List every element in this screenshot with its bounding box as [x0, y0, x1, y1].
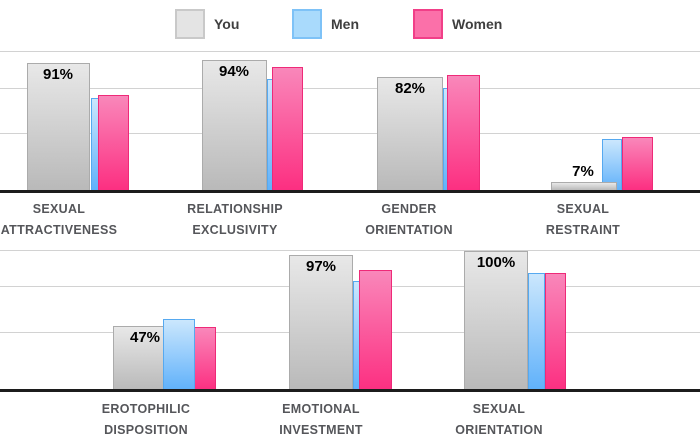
category-label-line: SEXUAL: [32, 202, 86, 216]
gridline-row1-0: [0, 250, 700, 251]
category-label-line: ORIENTATION: [365, 223, 453, 237]
category-label-emotional-investment: EMOTIONAL INVESTMENT: [226, 399, 416, 441]
gridline-row0-1: [0, 88, 700, 89]
bar-men-erotophilic-disposition: [163, 319, 195, 391]
axis-baseline-row0: [0, 190, 700, 193]
bar-you-sexual-orientation: [464, 251, 528, 391]
category-label-line: GENDER: [381, 202, 437, 216]
value-label-sexual-orientation: 100%: [476, 254, 516, 271]
gridline-row0-2: [0, 133, 700, 134]
legend-item-you: You: [175, 9, 239, 39]
category-label-gender-orientation: GENDER ORIENTATION: [314, 199, 504, 241]
category-label-erotophilic-disposition: EROTOPHILIC DISPOSITION: [51, 399, 241, 441]
category-label-line: DISPOSITION: [104, 423, 188, 437]
bar-women-sexual-attractiveness: [98, 95, 129, 191]
category-label-line: ATTRACTIVENESS: [0, 223, 118, 237]
category-label-line: EMOTIONAL: [282, 402, 360, 416]
bar-women-sexual-orientation: [545, 273, 566, 391]
legend-label-you: You: [214, 16, 240, 32]
category-label-line: INVESTMENT: [279, 423, 363, 437]
value-label-gender-orientation: 82%: [394, 80, 426, 97]
legend-label-women: Women: [452, 16, 503, 32]
axis-baseline-row1: [0, 389, 700, 392]
category-label-line: EROTOPHILIC: [101, 402, 191, 416]
legend-swatch-men: [292, 9, 322, 39]
legend-swatch-you: [175, 9, 205, 39]
category-label-line: RESTRAINT: [545, 223, 621, 237]
bar-you-relationship-exclusivity: [202, 60, 267, 191]
value-label-erotophilic-disposition: 47%: [129, 329, 161, 346]
gridline-row0-0: [0, 51, 700, 52]
legend-swatch-women: [413, 9, 443, 39]
category-label-line: SEXUAL: [472, 402, 526, 416]
value-label-sexual-restraint: 7%: [572, 163, 594, 180]
category-label-relationship-exclusivity: RELATIONSHIP EXCLUSIVITY: [140, 199, 330, 241]
category-label-sexual-orientation: SEXUAL ORIENTATION: [404, 399, 594, 441]
legend-item-women: Women: [413, 9, 502, 39]
bar-men-sexual-orientation: [528, 273, 545, 391]
legend-item-men: Men: [292, 9, 359, 39]
value-label-relationship-exclusivity: 94%: [218, 63, 250, 80]
category-label-line: ORIENTATION: [455, 423, 543, 437]
bar-women-gender-orientation: [447, 75, 480, 191]
category-label-sexual-restraint: SEXUAL RESTRAINT: [488, 199, 678, 241]
bar-women-emotional-investment: [359, 270, 392, 391]
category-label-line: EXCLUSIVITY: [192, 223, 278, 237]
category-label-line: SEXUAL: [556, 202, 610, 216]
category-label-line: RELATIONSHIP: [187, 202, 283, 216]
bar-women-relationship-exclusivity: [272, 67, 303, 191]
bar-you-emotional-investment: [289, 255, 353, 391]
value-label-sexual-attractiveness: 91%: [42, 66, 74, 83]
legend-label-men: Men: [331, 16, 359, 32]
value-label-emotional-investment: 97%: [305, 258, 337, 275]
bar-women-sexual-restraint: [622, 137, 653, 191]
bar-you-gender-orientation: [377, 77, 443, 191]
category-label-sexual-attractiveness: SEXUAL ATTRACTIVENESS: [0, 199, 154, 241]
